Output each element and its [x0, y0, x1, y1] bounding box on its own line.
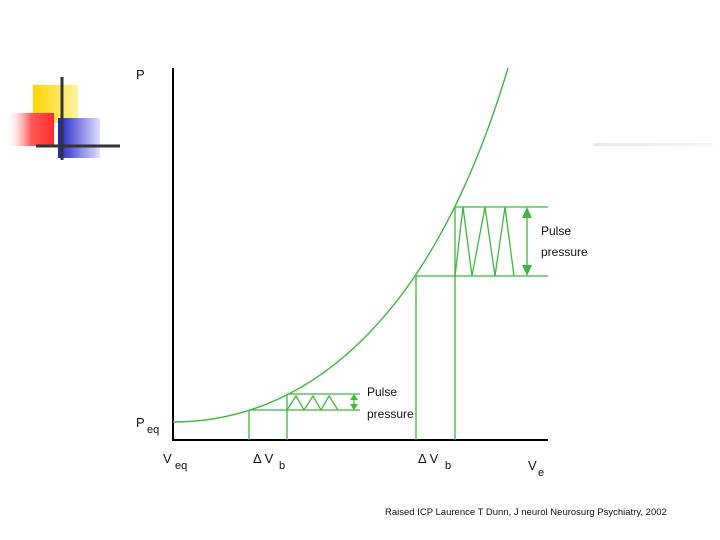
pressure-volume-curve [172, 67, 509, 423]
x-axis-label: V [528, 458, 537, 473]
decorative-squares-logo [8, 77, 120, 160]
low-pulse-region [248, 393, 360, 440]
low-pulse-arrow-down [350, 404, 358, 410]
high-pulse-arrow-down [522, 265, 532, 276]
pulse-pressure-high-line2: pressure [541, 245, 588, 259]
low-pulse-arrow-up [350, 394, 358, 400]
pulse-pressure-low-line1: Pulse [367, 385, 397, 399]
y-axis-label: P [136, 67, 145, 82]
high-pulse-arrow-up [522, 207, 532, 218]
pulse-pressure-low-line2: pressure [367, 407, 414, 421]
citation-text: Raised ICP Laurence T Dunn, J neurol Neu… [385, 507, 667, 518]
faint-divider [593, 143, 713, 146]
delta-vb-high-subscript: b [445, 460, 451, 472]
x-axis-subscript: e [538, 467, 544, 479]
pulse-pressure-high-line1: Pulse [541, 224, 571, 238]
v-eq-label: V [163, 451, 172, 466]
high-pulse-region [415, 206, 548, 440]
delta-vb-low-subscript: b [279, 460, 285, 472]
delta-vb-high-label: Δ V [418, 451, 439, 466]
v-eq-subscript: eq [175, 460, 187, 472]
p-eq-subscript: eq [147, 424, 159, 436]
delta-vb-low-label: Δ V [253, 451, 274, 466]
p-eq-label: P [136, 415, 145, 430]
